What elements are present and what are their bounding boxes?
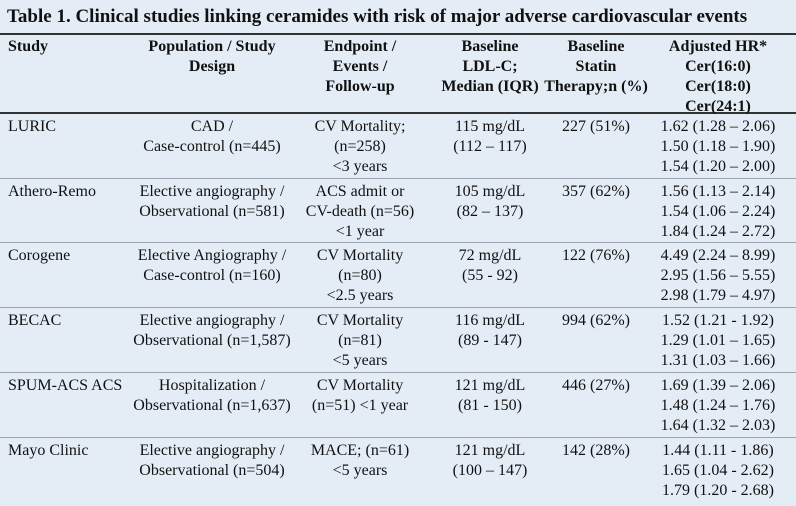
header-cell: Events / — [332, 58, 388, 75]
header-cell: Baseline — [567, 38, 625, 55]
table-cell: <2.5 years — [326, 287, 394, 304]
row-rule — [0, 242, 796, 243]
table-cell: SPUM-ACS ACS — [8, 377, 123, 394]
header-cell: Median (IQR) — [441, 78, 539, 95]
table-cell: <3 years — [332, 158, 388, 175]
table-cell: Case-control (n=160) — [143, 267, 281, 284]
header-cell: Adjusted HR* — [668, 38, 768, 55]
table-cell: MACE; (n=61) — [310, 442, 410, 459]
table-cell: (89 - 147) — [458, 332, 522, 349]
table-cell: CV Mortality — [316, 312, 404, 329]
table-cell: 1.44 (1.11 - 1.86) — [662, 442, 774, 459]
table-cell: 1.29 (1.01 – 1.65) — [660, 332, 776, 349]
table-cell: Athero-Remo — [8, 183, 96, 200]
table-cell: Mayo Clinic — [8, 442, 89, 459]
table-cell: (n=51) <1 year — [311, 397, 409, 414]
table-cell: 1.65 (1.04 - 2.62) — [662, 462, 774, 479]
table-cell: 1.48 (1.24 – 1.76) — [660, 397, 776, 414]
table-cell: Case-control (n=445) — [143, 138, 281, 155]
table-cell: CV Mortality — [316, 247, 404, 264]
table-cell: <5 years — [332, 462, 388, 479]
header-cell: Design — [188, 58, 236, 75]
table-cell: 1.69 (1.39 – 2.06) — [660, 377, 776, 394]
header-cell: Cer(18:0) — [685, 78, 751, 95]
table-cell: Observational (n=1,587) — [133, 332, 291, 349]
table-cell: 2.98 (1.79 – 4.97) — [660, 287, 776, 304]
row-rule — [0, 307, 796, 308]
table-cell: 1.64 (1.32 – 2.03) — [660, 417, 776, 434]
table-cell: 446 (27%) — [562, 377, 630, 394]
header-cell: Cer(16:0) — [685, 58, 751, 75]
table-cell: Observational (n=581) — [139, 203, 285, 220]
header-cell: Population / Study — [148, 38, 276, 55]
table-cell: 122 (76%) — [562, 247, 630, 264]
table-cell: <5 years — [332, 352, 388, 369]
header-cell: LDL-C; — [462, 58, 518, 75]
table-cell: Hospitalization / — [158, 377, 266, 394]
table-cell: 1.54 (1.06 – 2.24) — [660, 203, 776, 220]
table-cell: 116 mg/dL — [454, 312, 526, 329]
table-cell: 105 mg/dL — [454, 183, 526, 200]
table-cell: Elective angiography / — [139, 312, 285, 329]
table-cell: Observational (n=1,637) — [133, 397, 291, 414]
table-cell: 2.95 (1.56 – 5.55) — [660, 267, 776, 284]
table-cell: Elective angiography / — [139, 183, 285, 200]
table-cell: 121 mg/dL — [454, 442, 526, 459]
table-cell: <1 year — [335, 223, 385, 240]
table-cell: CV Mortality; — [314, 118, 406, 135]
table-cell: (n=80) — [338, 267, 382, 284]
table-cell: Elective Angiography / — [137, 247, 287, 264]
row-rule — [0, 437, 796, 438]
table-title: Table 1. Clinical studies linking cerami… — [7, 6, 748, 27]
header-cell: Study — [8, 38, 49, 55]
table-cell: BECAC — [8, 312, 62, 329]
table-cell: 227 (51%) — [562, 118, 630, 135]
table-cell: 121 mg/dL — [454, 377, 526, 394]
table-cell: 1.52 (1.21 - 1.92) — [662, 312, 774, 329]
table-cell: LURIC — [8, 118, 56, 135]
table-cell: CV-death (n=56) — [305, 203, 415, 220]
header-cell: Therapy;n (%) — [544, 78, 648, 95]
table-cell: Observational (n=504) — [139, 462, 285, 479]
row-rule — [0, 372, 796, 373]
table-cell: (55 - 92) — [462, 267, 518, 284]
header-rule — [0, 112, 796, 114]
row-rule — [0, 178, 796, 179]
title-rule — [0, 33, 796, 35]
table-cell: 115 mg/dL — [454, 118, 526, 135]
table-cell: 357 (62%) — [562, 183, 630, 200]
table-cell: (n=258) — [334, 138, 386, 155]
table-cell: (81 - 150) — [458, 397, 522, 414]
table-cell: (112 – 117) — [453, 138, 527, 155]
table-cell: 1.79 (1.20 - 2.68) — [662, 482, 774, 499]
table-cell: 1.84 (1.24 – 2.72) — [660, 223, 776, 240]
table-cell: CV Mortality — [316, 377, 404, 394]
table-cell: 1.56 (1.13 – 2.14) — [660, 183, 776, 200]
table-cell: (n=81) — [338, 332, 382, 349]
table-cell: 1.50 (1.18 – 1.90) — [660, 138, 776, 155]
table-cell: 142 (28%) — [562, 442, 630, 459]
table-cell: Elective angiography / — [139, 442, 285, 459]
table-cell: 994 (62%) — [562, 312, 630, 329]
table-cell: (82 – 137) — [456, 203, 524, 220]
table-cell: 1.54 (1.20 – 2.00) — [660, 158, 776, 175]
table-cell: ACS admit or — [315, 183, 405, 200]
header-cell: Statin — [575, 58, 617, 75]
table-cell: CAD / — [190, 118, 234, 135]
header-cell: Cer(24:1) — [685, 98, 751, 115]
header-cell: Follow-up — [325, 78, 395, 95]
table-cell: 4.49 (2.24 – 8.99) — [660, 247, 776, 264]
table-cell: 1.62 (1.28 – 2.06) — [660, 118, 776, 135]
header-cell: Baseline — [461, 38, 519, 55]
table-cell: (100 – 147) — [452, 462, 528, 479]
header-cell: Endpoint / — [323, 38, 397, 55]
table-cell: 72 mg/dL — [458, 247, 522, 264]
table-cell: 1.31 (1.03 – 1.66) — [660, 352, 776, 369]
table-cell: Corogene — [8, 247, 71, 264]
